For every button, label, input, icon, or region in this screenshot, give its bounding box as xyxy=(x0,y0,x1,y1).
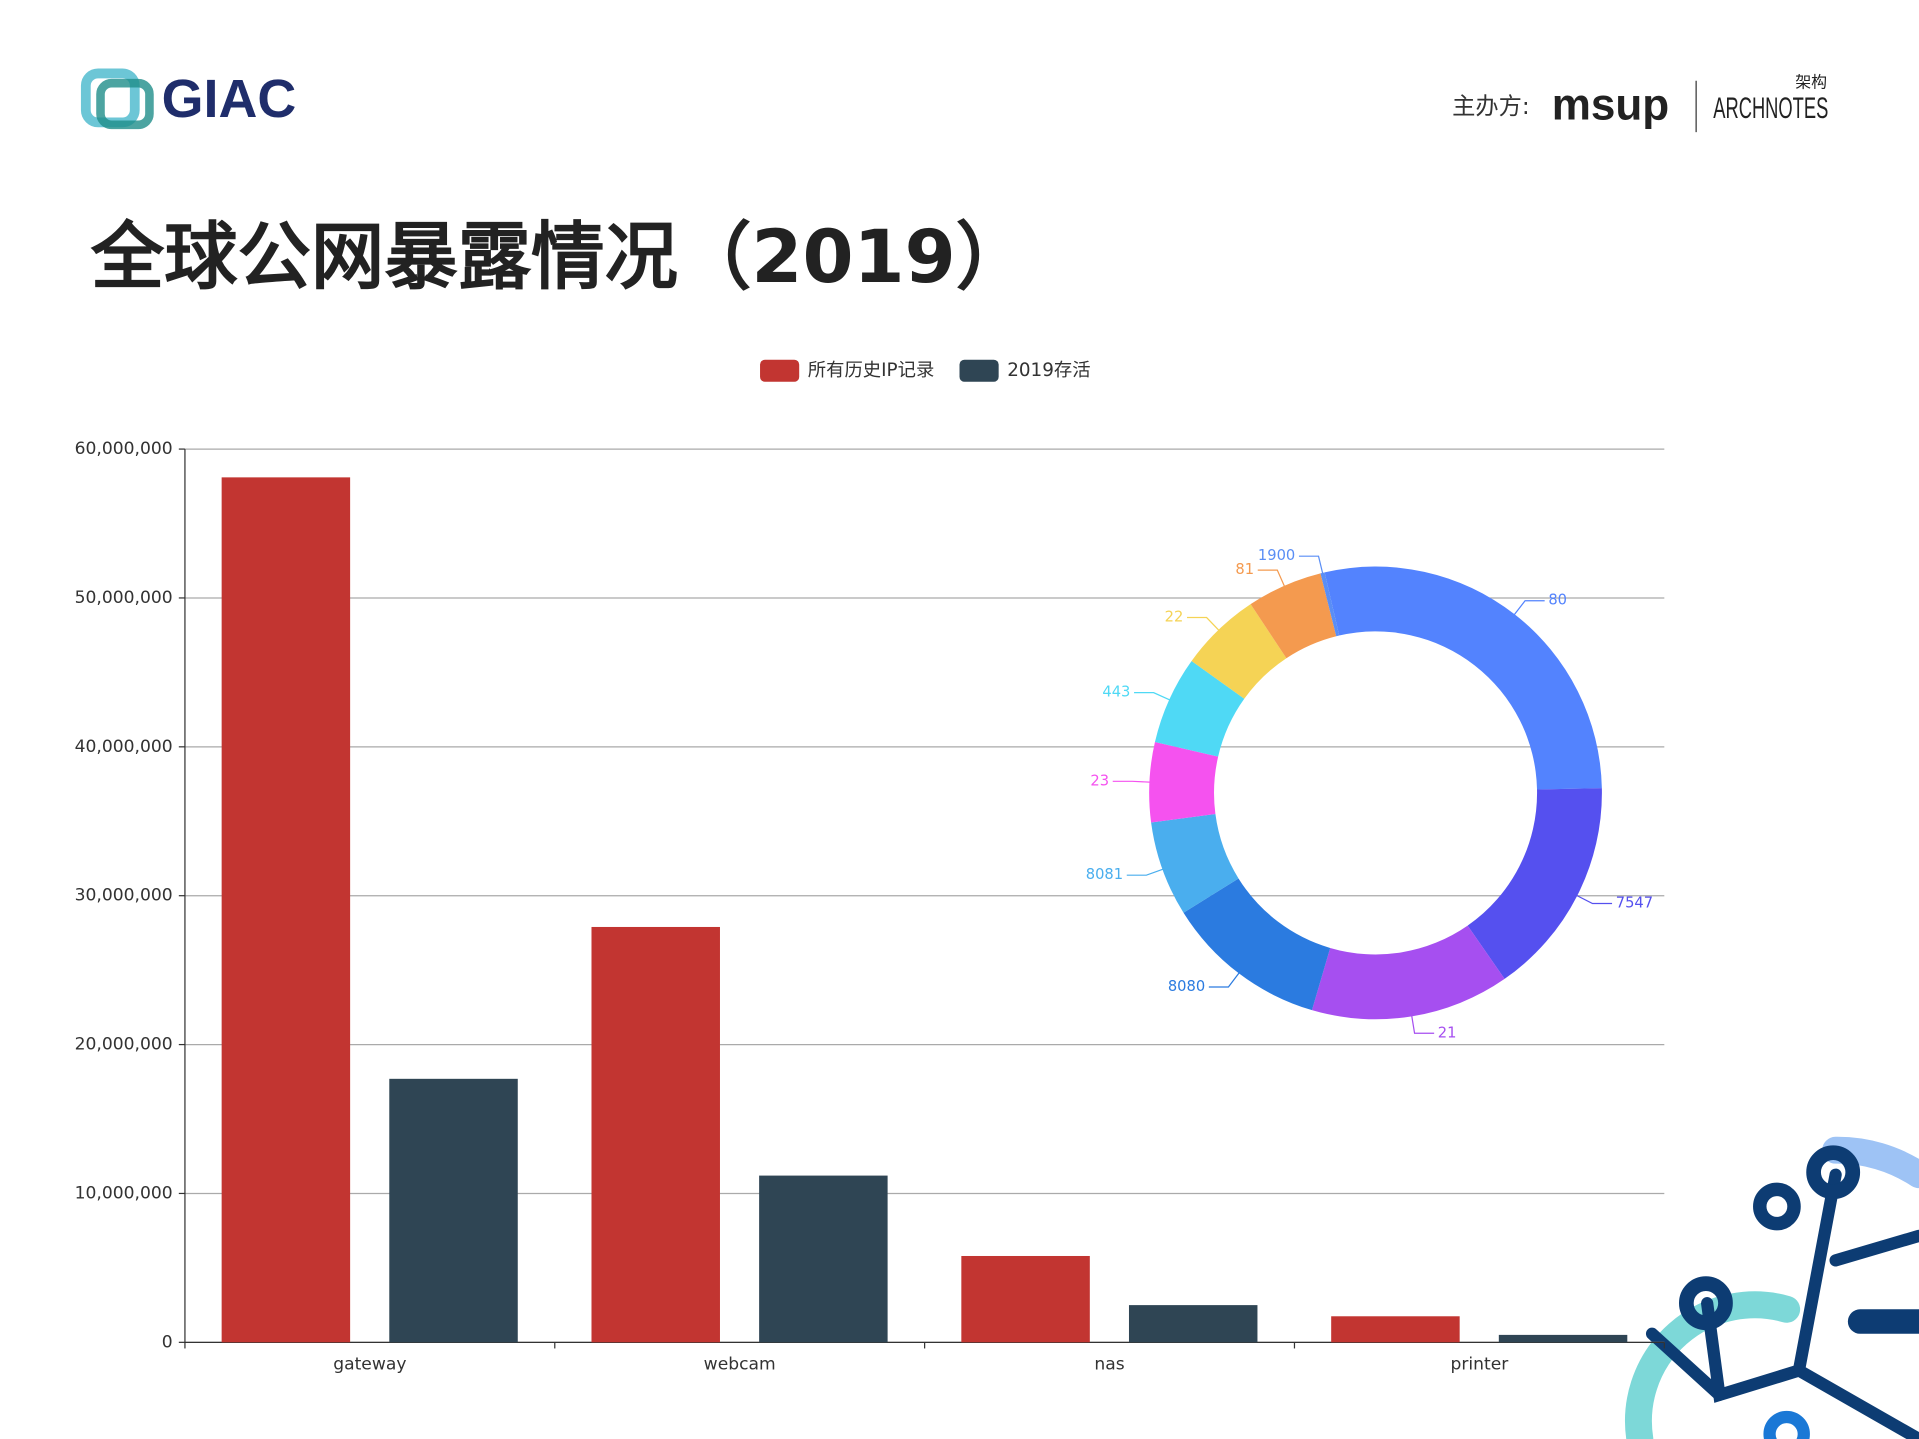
slice-label: 21 xyxy=(1438,1024,1457,1041)
slice-label: 22 xyxy=(1165,609,1184,626)
slice-label: 8081 xyxy=(1086,866,1123,883)
decoration xyxy=(1624,1136,1919,1439)
leader-line xyxy=(1512,600,1545,617)
slice-label: 23 xyxy=(1090,772,1109,789)
x-tick-label: nas xyxy=(1094,1354,1124,1374)
organizer-label: 主办方: xyxy=(1452,93,1530,120)
y-tick-label: 50,000,000 xyxy=(75,588,173,608)
slice-label: 443 xyxy=(1102,684,1130,701)
legend-label: 所有历史IP记录 xyxy=(808,360,935,381)
donut-slice xyxy=(1320,572,1340,637)
logo-mark xyxy=(80,68,154,130)
bar xyxy=(591,926,720,1343)
leader-line xyxy=(1126,867,1165,876)
leader-line xyxy=(1574,894,1613,905)
x-tick-label: printer xyxy=(1450,1354,1509,1374)
bar xyxy=(961,1255,1090,1343)
donut-slice xyxy=(1467,788,1602,979)
bar xyxy=(759,1175,888,1343)
donut-slice xyxy=(1311,925,1505,1020)
logo-text: GIAC xyxy=(162,69,297,129)
leader-line xyxy=(1298,555,1324,576)
donut-slice xyxy=(1324,566,1602,790)
slide-title: 全球公网暴露情况（2019） xyxy=(90,215,1029,300)
slice-label: 80 xyxy=(1548,592,1567,609)
x-tick-label: webcam xyxy=(704,1354,776,1374)
y-tick-label: 0 xyxy=(162,1332,173,1352)
donut-slice xyxy=(1149,742,1219,823)
slice-label: 1900 xyxy=(1258,547,1295,564)
leader-line xyxy=(1208,970,1241,988)
x-tick-label: gateway xyxy=(333,1354,406,1374)
leader-line xyxy=(1112,780,1152,783)
y-tick-label: 30,000,000 xyxy=(75,886,173,906)
leader-line xyxy=(1257,569,1286,589)
leader-line xyxy=(1187,616,1221,633)
y-tick-label: 20,000,000 xyxy=(75,1035,173,1055)
legend-swatch xyxy=(959,359,999,382)
leader-line xyxy=(1410,1013,1435,1034)
legend-label: 2019存活 xyxy=(1007,360,1090,381)
sponsor-logo: msup xyxy=(1552,80,1669,129)
y-tick-label: 10,000,000 xyxy=(75,1183,173,1203)
slice-label: 8080 xyxy=(1168,978,1205,995)
sponsor-logo-cn: 架构 xyxy=(1795,73,1827,92)
donut-slice xyxy=(1154,661,1245,757)
bar xyxy=(221,477,351,1343)
bar xyxy=(389,1078,518,1343)
donut-slice xyxy=(1191,604,1287,699)
slice-label: 7547 xyxy=(1616,895,1653,912)
bar xyxy=(1331,1316,1460,1343)
slice-label: 81 xyxy=(1235,561,1254,578)
donut-slice xyxy=(1183,878,1331,1011)
y-tick-label: 40,000,000 xyxy=(75,737,173,757)
leader-line xyxy=(1134,692,1172,702)
sponsor-logo: ARCHNOTES xyxy=(1713,92,1828,125)
y-tick-label: 60,000,000 xyxy=(75,439,173,459)
legend-swatch xyxy=(760,359,800,382)
bar xyxy=(1128,1305,1258,1343)
bar xyxy=(1498,1334,1628,1343)
donut-slice xyxy=(1250,573,1337,659)
donut-slice xyxy=(1151,814,1239,913)
